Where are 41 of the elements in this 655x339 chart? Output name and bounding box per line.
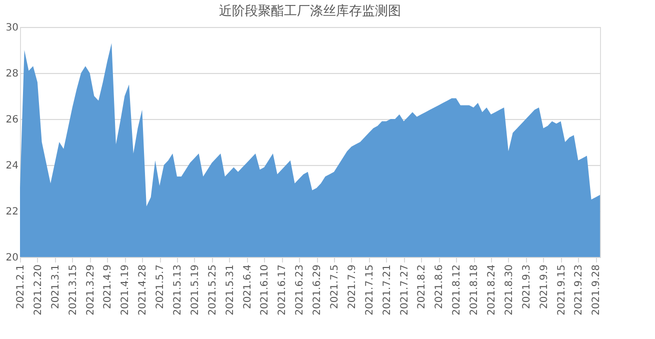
x-tick-label: 2021.9.28 [591, 264, 602, 316]
x-tick-label: 2021.6.17 [277, 264, 288, 316]
x-tick-label: 2021.6.23 [294, 264, 306, 316]
x-tick-label: 2021.6.4 [242, 264, 254, 310]
x-tick-label: 2021.2.1 [16, 264, 26, 310]
x-tick-label: 2021.5.25 [207, 264, 218, 316]
x-tick-label: 2021.8.30 [504, 264, 515, 316]
x-tick-label: 2021.5.13 [172, 264, 184, 316]
x-tick-label: 2021.8.18 [469, 264, 480, 316]
y-tick-label: 28 [6, 68, 18, 80]
x-tick-label: 2021.7.27 [399, 264, 410, 316]
x-tick-label: 2021.7.21 [382, 264, 393, 316]
x-tick-label: 2021.5.7 [155, 264, 166, 310]
x-tick-label: 2021.8.12 [452, 264, 463, 316]
y-tick-label: 22 [6, 206, 18, 218]
x-tick-label: 2021.8.6 [434, 264, 446, 310]
x-tick-label: 2021.7.9 [346, 264, 358, 310]
x-tick-label: 2021.9.9 [538, 264, 550, 310]
x-tick-label: 2021.4.9 [102, 264, 114, 310]
x-tick-label: 2021.7.15 [364, 264, 376, 316]
y-tick-label: 30 [6, 22, 18, 34]
x-tick-label: 2021.5.19 [190, 264, 201, 316]
x-tick-label: 2021.8.2 [416, 264, 428, 310]
x-tick-label: 2021.3.15 [68, 264, 79, 316]
y-tick-label: 26 [6, 114, 18, 126]
x-tick-label: 2021.8.24 [486, 264, 498, 316]
x-tick-label: 2021.9.23 [574, 264, 585, 316]
y-tick-label: 24 [6, 160, 18, 172]
x-tick-label: 2021.4.19 [120, 264, 132, 316]
x-tick-label: 2021.2.20 [32, 264, 44, 316]
x-tick-label: 2021.3.29 [85, 264, 96, 316]
x-tick-label: 2021.4.28 [138, 264, 149, 316]
chart-title: 近阶段聚酯工厂涤丝库存监测图 [219, 4, 401, 19]
x-tick-label: 2021.6.10 [260, 264, 271, 316]
y-tick-label: 20 [6, 252, 18, 264]
x-tick-label: 2021.6.29 [312, 264, 324, 316]
x-tick-label: 2021.3.1 [50, 264, 62, 310]
x-tick-label: 2021.5.31 [224, 264, 236, 316]
x-tick-label: 2021.9.15 [556, 264, 568, 316]
x-tick-label: 2021.7.5 [329, 264, 340, 310]
x-tick-label: 2021.9.3 [521, 264, 532, 310]
